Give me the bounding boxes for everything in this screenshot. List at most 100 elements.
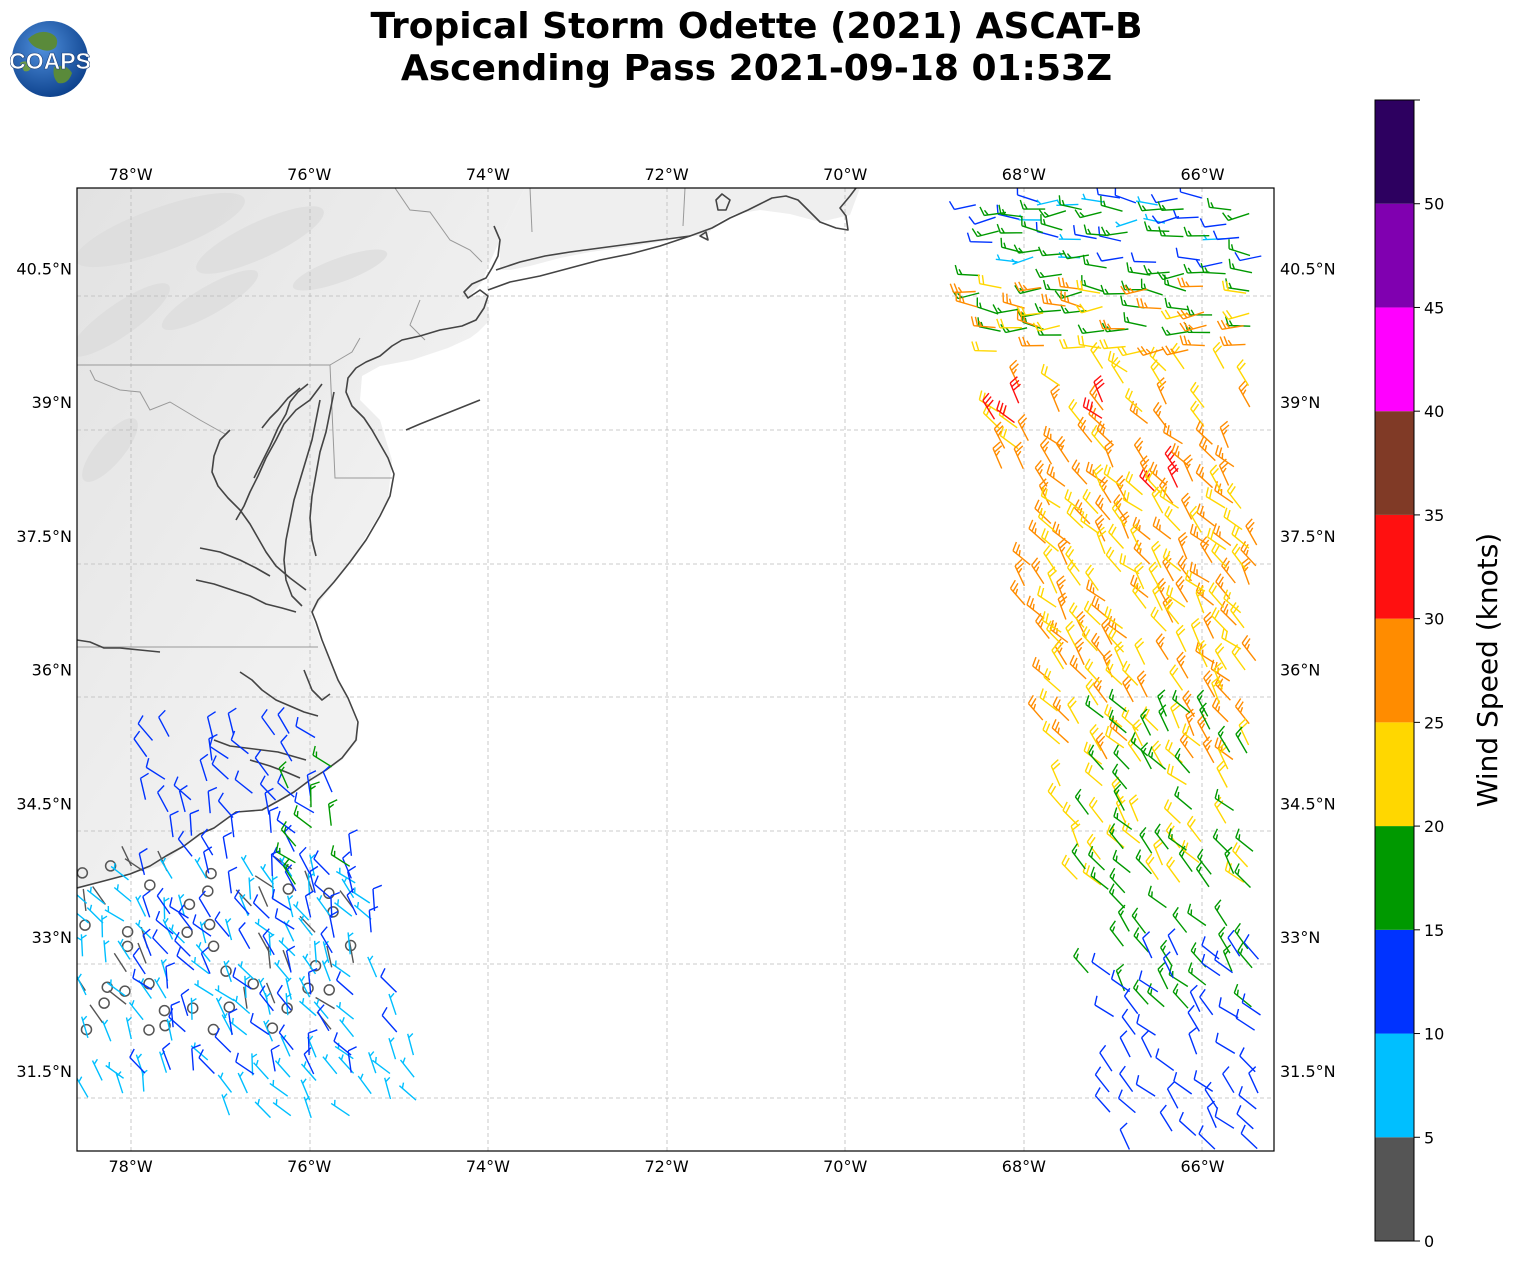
wind-barb <box>1075 611 1087 639</box>
wind-barb <box>1199 218 1227 228</box>
wind-barb <box>335 867 356 884</box>
wind-barb <box>1039 437 1053 465</box>
wind-barb <box>1163 422 1183 445</box>
wind-barb <box>996 318 1022 329</box>
wind-barb <box>367 955 378 978</box>
map-frame <box>76 187 1275 1152</box>
wind-barb <box>1132 582 1147 609</box>
wind-barb <box>1131 907 1147 934</box>
wind-barb <box>1156 377 1167 405</box>
wind-barb <box>261 708 276 736</box>
wind-barb <box>1057 537 1068 565</box>
wind-barb <box>1085 564 1099 591</box>
wind-barb <box>1035 268 1062 279</box>
wind-barb <box>1183 226 1210 237</box>
lon-tick-labels-top: 78°W 76°W 74°W 72°W 70°W 68°W 66°W <box>109 165 1225 184</box>
lon-tick-top-4: 70°W <box>823 165 867 184</box>
wind-barb <box>280 734 293 762</box>
wind-barb <box>999 426 1019 450</box>
wind-barb <box>77 973 87 996</box>
wind-barb <box>1202 736 1215 764</box>
wind-barb <box>309 854 316 877</box>
wind-barb <box>1203 670 1216 698</box>
wind-barb <box>1219 336 1246 347</box>
wind-barb <box>1139 826 1153 854</box>
wind-barb <box>1056 575 1066 603</box>
wind-barb <box>1204 1081 1218 1109</box>
wind-barb <box>313 940 321 963</box>
wind-barb <box>330 845 351 867</box>
wind-barb <box>1136 670 1148 698</box>
wind-barb <box>1136 1013 1156 1036</box>
wind-barb <box>998 204 1023 218</box>
wind-barb <box>158 1004 171 1017</box>
wind-barb <box>1009 376 1021 404</box>
wind-barb <box>1231 543 1247 570</box>
wind-barb <box>1040 486 1061 509</box>
wind-barb <box>339 890 354 909</box>
wind-barb <box>1223 589 1242 614</box>
wind-barb <box>1058 338 1086 349</box>
wind-barb <box>1130 522 1141 551</box>
wind-barb <box>1012 541 1031 566</box>
wind-barb <box>330 1099 350 1117</box>
wind-barb <box>145 758 166 780</box>
wind-barb <box>971 341 997 352</box>
wind-barb <box>1234 698 1250 725</box>
wind-barb <box>1090 866 1109 890</box>
wind-barb <box>282 858 296 885</box>
colorbar-tick-label-10: 50 <box>1424 195 1444 214</box>
wind-barb <box>1231 525 1250 549</box>
wind-barb <box>380 967 397 993</box>
wind-barb <box>209 737 229 760</box>
wind-barb <box>232 967 252 990</box>
wind-barb <box>368 1051 377 1074</box>
wind-barb <box>1130 732 1149 757</box>
wind-barb <box>1027 694 1044 721</box>
wind-barb <box>240 854 254 877</box>
wind-barb <box>992 441 1003 469</box>
wind-barb <box>1227 929 1241 957</box>
wind-barb <box>1238 380 1251 408</box>
lat-tick-right-6: 40.5°N <box>1280 259 1336 278</box>
wind-barb <box>228 1008 238 1036</box>
land-hillshade <box>77 192 388 482</box>
wind-barb <box>272 1099 292 1117</box>
wind-barb <box>1014 558 1026 587</box>
wind-barb <box>1212 230 1240 241</box>
wind-barb <box>1038 478 1051 506</box>
wind-barb <box>342 851 352 879</box>
wind-barb <box>1112 763 1128 790</box>
wind-barb <box>189 809 200 836</box>
colorbar-bin-10 <box>1375 100 1414 204</box>
wind-barb <box>163 897 170 920</box>
wind-barb <box>357 1073 372 1095</box>
wind-barb <box>303 1047 315 1075</box>
wind-barb <box>190 957 210 975</box>
wind-barb <box>1172 689 1191 714</box>
wind-barb <box>274 1057 291 1078</box>
wind-barb <box>1212 828 1230 854</box>
wind-barb <box>1228 258 1253 274</box>
wind-barb <box>234 770 253 794</box>
wind-barb <box>258 886 269 907</box>
wind-barb <box>1214 1107 1235 1129</box>
wind-barb <box>334 899 353 917</box>
wind-barb <box>1179 321 1207 332</box>
wind-barb <box>1221 280 1247 294</box>
wind-barb <box>1189 984 1201 1012</box>
wind-barb <box>1213 662 1224 690</box>
wind-barb <box>1091 424 1107 451</box>
wind-barb <box>333 1032 352 1056</box>
wind-speed-colorbar: 0 5 10 15 20 25 30 35 40 45 50 <box>1374 99 1444 1251</box>
wind-barb <box>133 730 148 758</box>
wind-barb <box>132 968 153 991</box>
wind-barb <box>372 884 383 911</box>
wind-barb <box>1039 688 1058 712</box>
wind-barb <box>233 889 250 915</box>
lon-tick-bottom-4: 70°W <box>823 1157 867 1176</box>
wind-barb <box>996 400 1015 424</box>
wind-barb <box>976 297 999 315</box>
wind-barb <box>277 773 295 798</box>
wind-barb <box>191 1044 201 1071</box>
